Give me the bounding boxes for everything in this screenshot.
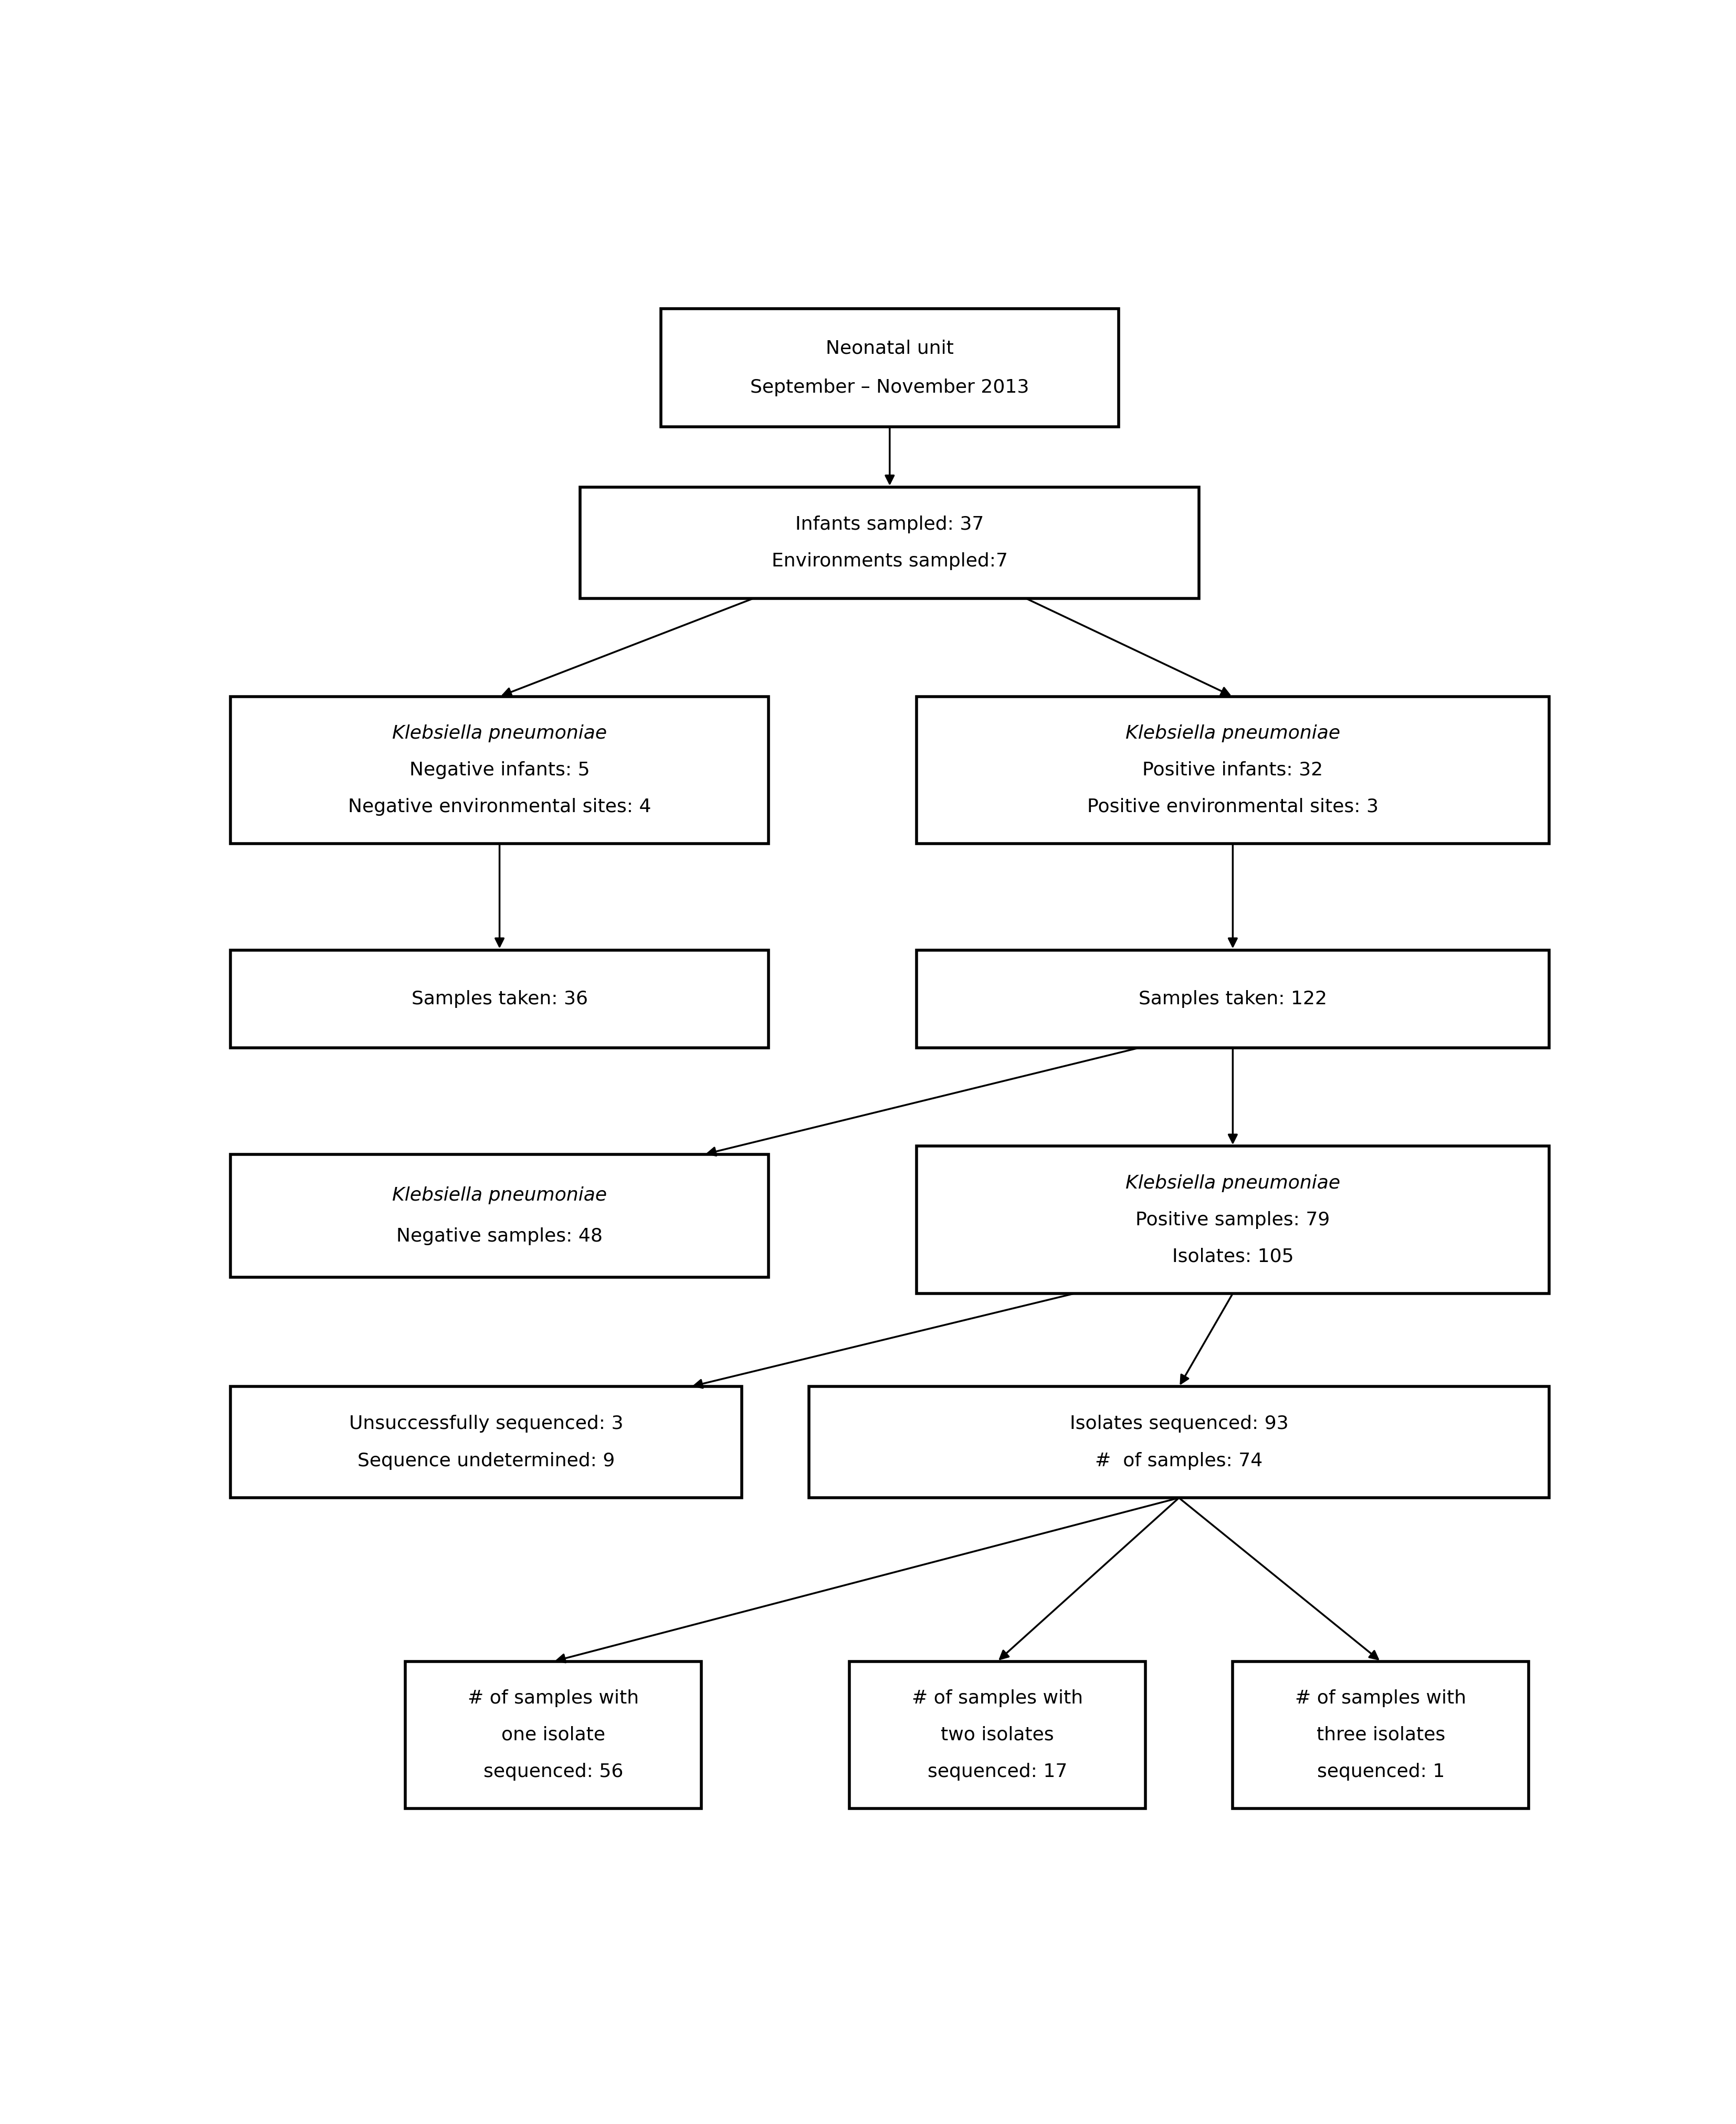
FancyBboxPatch shape [661,308,1118,427]
Text: Isolates sequenced: 93: Isolates sequenced: 93 [1069,1415,1288,1432]
Text: Negative samples: 48: Negative samples: 48 [396,1228,602,1245]
FancyBboxPatch shape [917,949,1549,1047]
FancyBboxPatch shape [917,1147,1549,1294]
FancyBboxPatch shape [231,1155,769,1277]
Text: # of samples with: # of samples with [1295,1689,1467,1708]
Text: Unsuccessfully sequenced: 3: Unsuccessfully sequenced: 3 [349,1415,623,1432]
FancyBboxPatch shape [809,1387,1549,1497]
Text: one isolate: one isolate [502,1727,606,1744]
FancyBboxPatch shape [1233,1661,1529,1810]
Text: sequenced: 56: sequenced: 56 [483,1763,623,1780]
Text: Negative environmental sites: 4: Negative environmental sites: 4 [347,799,651,816]
Text: sequenced: 17: sequenced: 17 [927,1763,1068,1780]
Text: Samples taken: 122: Samples taken: 122 [1139,990,1326,1009]
Text: Klebsiella pneumoniae: Klebsiella pneumoniae [1125,1175,1340,1192]
Text: Negative infants: 5: Negative infants: 5 [410,760,590,780]
Text: # of samples with: # of samples with [911,1689,1083,1708]
Text: Klebsiella pneumoniae: Klebsiella pneumoniae [392,724,608,741]
Text: September – November 2013: September – November 2013 [750,378,1029,397]
Text: three isolates: three isolates [1316,1727,1444,1744]
Text: Positive environmental sites: 3: Positive environmental sites: 3 [1087,799,1378,816]
FancyBboxPatch shape [231,949,769,1047]
Text: Isolates: 105: Isolates: 105 [1172,1247,1293,1266]
Text: Environments sampled:7: Environments sampled:7 [771,552,1009,569]
Text: Positive samples: 79: Positive samples: 79 [1135,1211,1330,1230]
Text: Klebsiella pneumoniae: Klebsiella pneumoniae [1125,724,1340,741]
Text: Positive infants: 32: Positive infants: 32 [1142,760,1323,780]
Text: Samples taken: 36: Samples taken: 36 [411,990,589,1009]
Text: Infants sampled: 37: Infants sampled: 37 [795,516,984,533]
FancyBboxPatch shape [580,486,1200,599]
FancyBboxPatch shape [849,1661,1146,1810]
Text: sequenced: 1: sequenced: 1 [1318,1763,1444,1780]
Text: Klebsiella pneumoniae: Klebsiella pneumoniae [392,1187,608,1204]
Text: # of samples with: # of samples with [467,1689,639,1708]
Text: Neonatal unit: Neonatal unit [826,340,953,357]
Text: #  of samples: 74: # of samples: 74 [1095,1453,1262,1470]
FancyBboxPatch shape [231,1387,741,1497]
FancyBboxPatch shape [917,697,1549,843]
FancyBboxPatch shape [231,697,769,843]
Text: two isolates: two isolates [941,1727,1054,1744]
Text: Sequence undetermined: 9: Sequence undetermined: 9 [358,1453,615,1470]
FancyBboxPatch shape [406,1661,701,1810]
